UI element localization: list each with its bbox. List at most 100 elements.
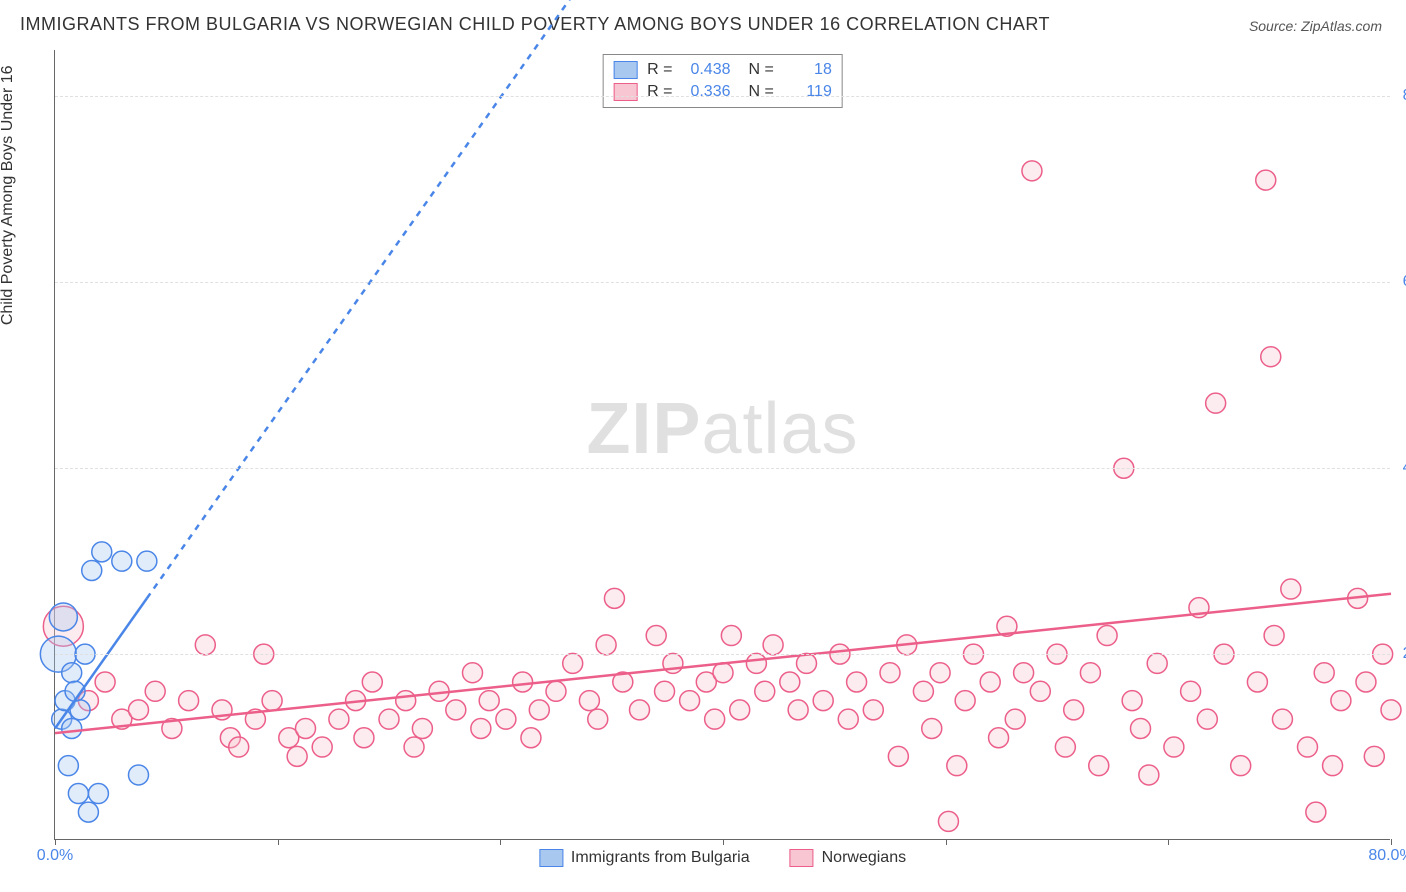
scatter-point xyxy=(1055,737,1075,757)
scatter-point xyxy=(513,672,533,692)
scatter-point xyxy=(813,691,833,711)
scatter-point xyxy=(780,672,800,692)
scatter-point xyxy=(92,542,112,562)
scatter-point xyxy=(980,672,1000,692)
trend-line xyxy=(55,594,1391,733)
legend-swatch xyxy=(613,83,637,101)
scatter-point xyxy=(847,672,867,692)
scatter-point xyxy=(521,728,541,748)
scatter-point xyxy=(49,603,77,631)
legend-n-value: 18 xyxy=(784,59,832,81)
legend-n-value: 119 xyxy=(784,81,832,103)
grid-line xyxy=(55,282,1390,283)
scatter-svg xyxy=(55,50,1390,839)
scatter-point xyxy=(1323,756,1343,776)
scatter-point xyxy=(1281,579,1301,599)
scatter-point xyxy=(1131,718,1151,738)
scatter-point xyxy=(446,700,466,720)
scatter-point xyxy=(179,691,199,711)
scatter-point xyxy=(1022,161,1042,181)
legend-label: Norwegians xyxy=(822,849,906,867)
scatter-point xyxy=(88,784,108,804)
legend-swatch xyxy=(613,61,637,79)
scatter-point xyxy=(312,737,332,757)
y-tick-label: 40.0% xyxy=(1392,459,1406,477)
scatter-point xyxy=(129,700,149,720)
scatter-point xyxy=(579,691,599,711)
chart-title: IMMIGRANTS FROM BULGARIA VS NORWEGIAN CH… xyxy=(20,14,1050,35)
scatter-point xyxy=(129,765,149,785)
scatter-point xyxy=(296,718,316,738)
scatter-point xyxy=(62,718,82,738)
scatter-point xyxy=(763,635,783,655)
x-tick-mark xyxy=(55,839,56,845)
legend-r-label: R = xyxy=(647,59,672,81)
source-label: Source: ZipAtlas.com xyxy=(1249,18,1382,34)
scatter-point xyxy=(78,802,98,822)
scatter-point xyxy=(880,663,900,683)
scatter-point xyxy=(1030,681,1050,701)
scatter-point xyxy=(1261,347,1281,367)
scatter-point xyxy=(1247,672,1267,692)
scatter-point xyxy=(1206,393,1226,413)
legend-r-label: R = xyxy=(647,81,672,103)
x-tick-label: 0.0% xyxy=(37,847,73,865)
scatter-point xyxy=(746,653,766,673)
legend-swatch xyxy=(790,849,814,867)
scatter-point xyxy=(604,588,624,608)
scatter-point xyxy=(1122,691,1142,711)
x-tick-label: 80.0% xyxy=(1368,847,1406,865)
scatter-point xyxy=(1014,663,1034,683)
scatter-point xyxy=(1164,737,1184,757)
scatter-point xyxy=(755,681,775,701)
scatter-point xyxy=(329,709,349,729)
scatter-point xyxy=(913,681,933,701)
plot-area: ZIPatlas R =0.438N =18R =0.336N =119 Imm… xyxy=(54,50,1390,840)
scatter-point xyxy=(1256,170,1276,190)
scatter-point xyxy=(262,691,282,711)
scatter-point xyxy=(655,681,675,701)
scatter-point xyxy=(112,551,132,571)
scatter-point xyxy=(1089,756,1109,776)
scatter-point xyxy=(680,691,700,711)
scatter-point xyxy=(721,626,741,646)
scatter-point xyxy=(1356,672,1376,692)
scatter-point xyxy=(58,756,78,776)
scatter-point xyxy=(955,691,975,711)
scatter-point xyxy=(1231,756,1251,776)
scatter-point xyxy=(1197,709,1217,729)
x-tick-mark xyxy=(1391,839,1392,845)
scatter-point xyxy=(137,551,157,571)
y-tick-label: 60.0% xyxy=(1392,273,1406,291)
scatter-point xyxy=(1314,663,1334,683)
scatter-point xyxy=(529,700,549,720)
scatter-point xyxy=(62,663,82,683)
x-tick-mark xyxy=(278,839,279,845)
scatter-point xyxy=(396,691,416,711)
scatter-point xyxy=(705,709,725,729)
legend-item: Norwegians xyxy=(790,849,906,867)
scatter-point xyxy=(354,728,374,748)
scatter-point xyxy=(229,737,249,757)
scatter-point xyxy=(1181,681,1201,701)
legend-bottom: Immigrants from Bulgaria Norwegians xyxy=(539,849,906,867)
scatter-point xyxy=(287,746,307,766)
scatter-point xyxy=(1147,653,1167,673)
scatter-point xyxy=(412,718,432,738)
x-tick-mark xyxy=(946,839,947,845)
scatter-point xyxy=(1064,700,1084,720)
y-tick-label: 20.0% xyxy=(1392,645,1406,663)
scatter-point xyxy=(588,709,608,729)
scatter-point xyxy=(713,663,733,683)
legend-n-label: N = xyxy=(749,59,774,81)
x-tick-mark xyxy=(500,839,501,845)
scatter-point xyxy=(362,672,382,692)
x-tick-mark xyxy=(723,839,724,845)
scatter-point xyxy=(1139,765,1159,785)
legend-label: Immigrants from Bulgaria xyxy=(571,849,750,867)
scatter-point xyxy=(596,635,616,655)
legend-n-label: N = xyxy=(749,81,774,103)
scatter-point xyxy=(730,700,750,720)
legend-row: R =0.438N =18 xyxy=(613,59,832,81)
scatter-point xyxy=(546,681,566,701)
